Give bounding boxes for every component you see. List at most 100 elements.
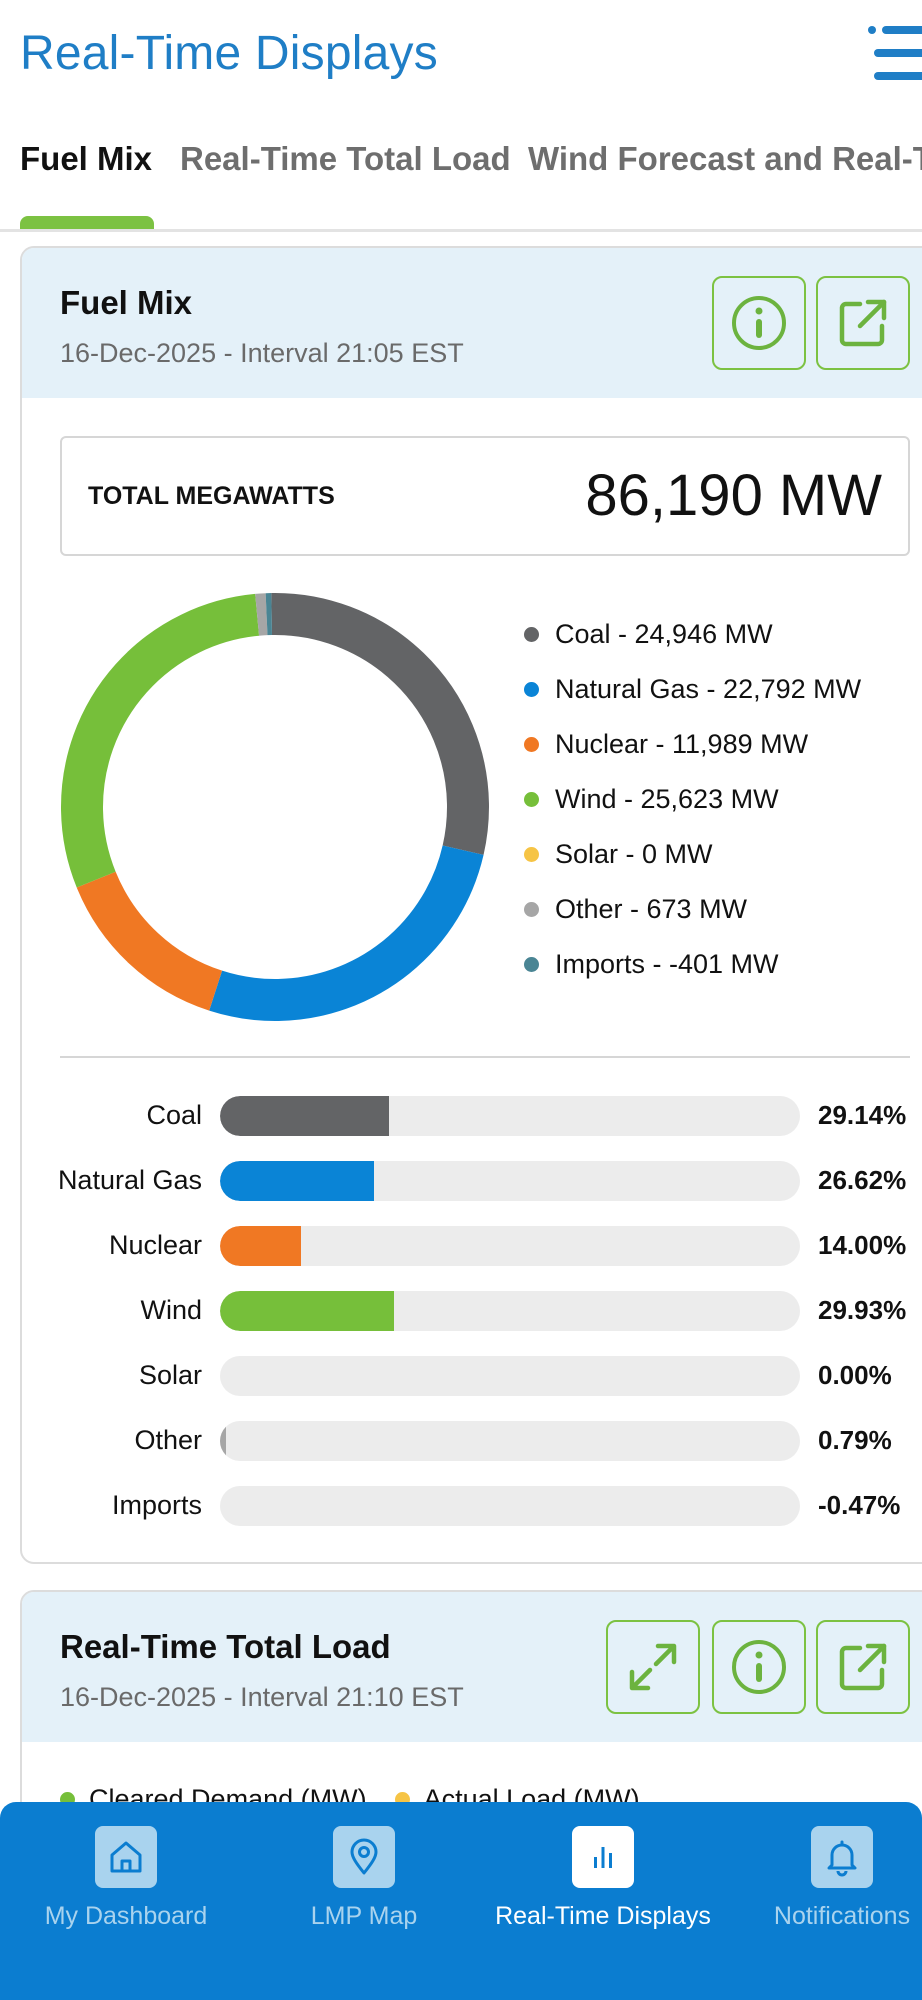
info-button[interactable] [712, 1620, 806, 1714]
legend-text: Nuclear - 11,989 MW [555, 728, 809, 759]
legend-dot [524, 791, 539, 807]
info-icon [732, 296, 786, 350]
card-subtitle: 16-Dec-2025 - Interval 21:05 EST [60, 338, 464, 368]
bar-percent: 29.14% [818, 1100, 907, 1130]
tab-bar: Fuel Mix Real-Time Total Load Wind Forec… [0, 130, 922, 232]
bar-fill [220, 1096, 389, 1136]
legend-dot [524, 736, 539, 752]
app-header: Real-Time Displays [0, 0, 922, 118]
tab-real-time-total-load[interactable]: Real-Time Total Load [180, 140, 511, 177]
bar-row: Solar 0.00% [22, 1354, 922, 1398]
bar-track [220, 1096, 800, 1136]
bar-row: Imports -0.47% [22, 1484, 922, 1528]
info-button[interactable] [712, 276, 806, 370]
tab-wind-forecast[interactable]: Wind Forecast and Real-T [528, 140, 922, 177]
donut-slice-wind [60, 592, 489, 1021]
bar-label: Solar [138, 1360, 202, 1390]
fuel-mix-card-header: Fuel Mix 16-Dec-2025 - Interval 21:05 ES… [22, 248, 922, 398]
legend-dot [524, 956, 539, 972]
bar-track [220, 1226, 800, 1266]
tab-fuel-mix[interactable]: Fuel Mix [20, 140, 153, 177]
legend-item: Solar - 0 MW [524, 834, 713, 874]
legend-text: Imports - -401 MW [555, 948, 779, 979]
card-subtitle: 16-Dec-2025 - Interval 21:10 EST [60, 1682, 464, 1712]
bar-row: Natural Gas 26.62% [22, 1159, 922, 1203]
legend-dot [524, 681, 539, 697]
bar-fill [220, 1226, 302, 1266]
open-external-button[interactable] [816, 1620, 910, 1714]
bar-fill [220, 1421, 226, 1461]
expand-icon [629, 1643, 677, 1691]
divider [60, 1056, 910, 1058]
total-megawatts-box: TOTAL MEGAWATTS 86,190 MW [60, 436, 910, 556]
total-megawatts-value: 86,190 MW [585, 463, 882, 528]
bell-icon [811, 1826, 873, 1888]
nav-real-time-displays[interactable]: Real-Time Displays [488, 1802, 718, 2000]
bar-label: Other [134, 1425, 202, 1455]
legend-text: Other - 673 MW [555, 893, 748, 924]
bar-percent: 14.00% [818, 1230, 907, 1260]
active-tab-indicator [20, 216, 154, 229]
legend-dot [524, 846, 539, 862]
menu-icon[interactable] [866, 22, 922, 84]
legend-dot [524, 901, 539, 917]
map-pin-icon [333, 1826, 395, 1888]
bar-track [220, 1161, 800, 1201]
bar-percent: -0.47% [818, 1490, 901, 1520]
legend-text: Natural Gas - 22,792 MW [555, 673, 862, 704]
legend-item: Coal - 24,946 MW [524, 614, 773, 654]
external-link-icon [839, 299, 887, 347]
legend-text: Coal - 24,946 MW [555, 618, 773, 649]
total-load-card-header: Real-Time Total Load 16-Dec-2025 - Inter… [22, 1592, 922, 1742]
bar-row: Nuclear 14.00% [22, 1224, 922, 1268]
bar-track [220, 1486, 800, 1526]
external-link-icon [839, 1643, 887, 1691]
bar-label: Wind [140, 1295, 202, 1325]
card-title: Fuel Mix [60, 284, 193, 321]
bar-track [220, 1421, 800, 1461]
bar-percent: 0.00% [818, 1360, 892, 1390]
open-external-button[interactable] [816, 276, 910, 370]
expand-button[interactable] [606, 1620, 700, 1714]
bar-track [220, 1356, 800, 1396]
bar-fill [220, 1291, 394, 1331]
bar-fill [220, 1161, 375, 1201]
page-title: Real-Time Displays [20, 27, 438, 80]
info-icon [732, 1640, 786, 1694]
bar-track [220, 1291, 800, 1331]
fuel-mix-card: Fuel Mix 16-Dec-2025 - Interval 21:05 ES… [20, 246, 922, 1564]
nav-notifications[interactable]: Notifications [727, 1802, 922, 2000]
bar-row: Coal 29.14% [22, 1094, 922, 1138]
legend-item: Other - 673 MW [524, 889, 747, 929]
nav-label: LMP Map [310, 1902, 418, 1930]
card-title: Real-Time Total Load [60, 1628, 391, 1665]
home-icon [95, 1826, 157, 1888]
bar-label: Imports [111, 1490, 202, 1520]
donut-slice-imports [60, 592, 489, 1021]
bar-chart-icon [572, 1826, 634, 1888]
fuel-mix-donut-chart [60, 592, 489, 1021]
nav-label: Real-Time Displays [495, 1902, 711, 1930]
bar-label: Nuclear [108, 1230, 202, 1260]
legend-text: Wind - 25,623 MW [555, 783, 779, 814]
nav-label: My Dashboard [44, 1902, 208, 1930]
bottom-navigation: My Dashboard LMP Map Real-Time Displays [0, 1802, 922, 2000]
bar-percent: 29.93% [818, 1295, 907, 1325]
donut-slice-natural-gas [60, 592, 489, 1021]
legend-item: Imports - -401 MW [524, 944, 779, 984]
legend-item: Wind - 25,623 MW [524, 779, 779, 819]
legend-item: Natural Gas - 22,792 MW [524, 669, 861, 709]
bar-percent: 0.79% [818, 1425, 892, 1455]
nav-label: Notifications [773, 1902, 911, 1930]
nav-lmp-map[interactable]: LMP Map [249, 1802, 479, 2000]
bar-label: Natural Gas [57, 1165, 202, 1195]
bar-label: Coal [146, 1100, 202, 1130]
total-megawatts-label: TOTAL MEGAWATTS [88, 482, 335, 510]
legend-dot [524, 626, 539, 642]
legend-text: Solar - 0 MW [555, 838, 713, 869]
legend-item: Nuclear - 11,989 MW [524, 724, 808, 764]
bar-percent: 26.62% [818, 1165, 907, 1195]
bar-row: Other 0.79% [22, 1419, 922, 1463]
bar-row: Wind 29.93% [22, 1289, 922, 1333]
nav-my-dashboard[interactable]: My Dashboard [11, 1802, 241, 2000]
